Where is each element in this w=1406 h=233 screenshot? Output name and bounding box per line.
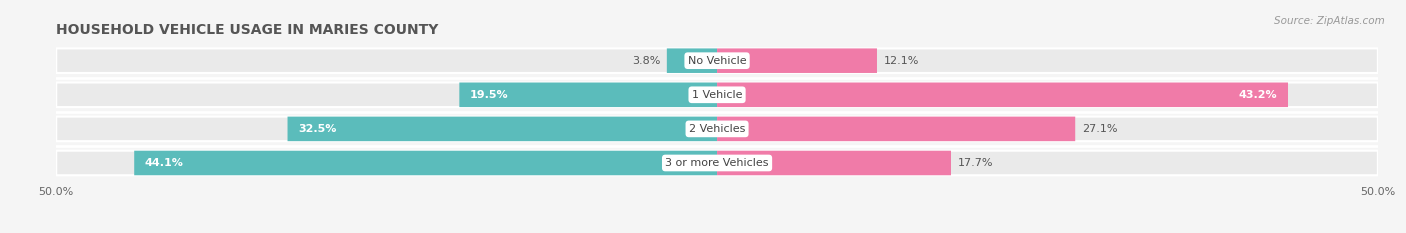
Text: 17.7%: 17.7% xyxy=(957,158,993,168)
FancyBboxPatch shape xyxy=(56,48,1378,73)
Text: 44.1%: 44.1% xyxy=(145,158,184,168)
FancyBboxPatch shape xyxy=(460,82,717,107)
Text: Source: ZipAtlas.com: Source: ZipAtlas.com xyxy=(1274,16,1385,26)
Text: No Vehicle: No Vehicle xyxy=(688,56,747,66)
Text: 3 or more Vehicles: 3 or more Vehicles xyxy=(665,158,769,168)
FancyBboxPatch shape xyxy=(666,48,717,73)
FancyBboxPatch shape xyxy=(717,151,950,175)
Text: 19.5%: 19.5% xyxy=(470,90,509,100)
Text: 1 Vehicle: 1 Vehicle xyxy=(692,90,742,100)
Text: 43.2%: 43.2% xyxy=(1239,90,1278,100)
Text: 27.1%: 27.1% xyxy=(1081,124,1118,134)
FancyBboxPatch shape xyxy=(717,48,877,73)
FancyBboxPatch shape xyxy=(56,151,1378,175)
Text: 32.5%: 32.5% xyxy=(298,124,336,134)
FancyBboxPatch shape xyxy=(717,116,1076,141)
Text: 12.1%: 12.1% xyxy=(883,56,920,66)
FancyBboxPatch shape xyxy=(287,116,717,141)
FancyBboxPatch shape xyxy=(56,82,1378,107)
Text: 3.8%: 3.8% xyxy=(631,56,661,66)
FancyBboxPatch shape xyxy=(717,82,1288,107)
FancyBboxPatch shape xyxy=(56,116,1378,141)
FancyBboxPatch shape xyxy=(134,151,717,175)
Text: 2 Vehicles: 2 Vehicles xyxy=(689,124,745,134)
Text: HOUSEHOLD VEHICLE USAGE IN MARIES COUNTY: HOUSEHOLD VEHICLE USAGE IN MARIES COUNTY xyxy=(56,23,439,37)
